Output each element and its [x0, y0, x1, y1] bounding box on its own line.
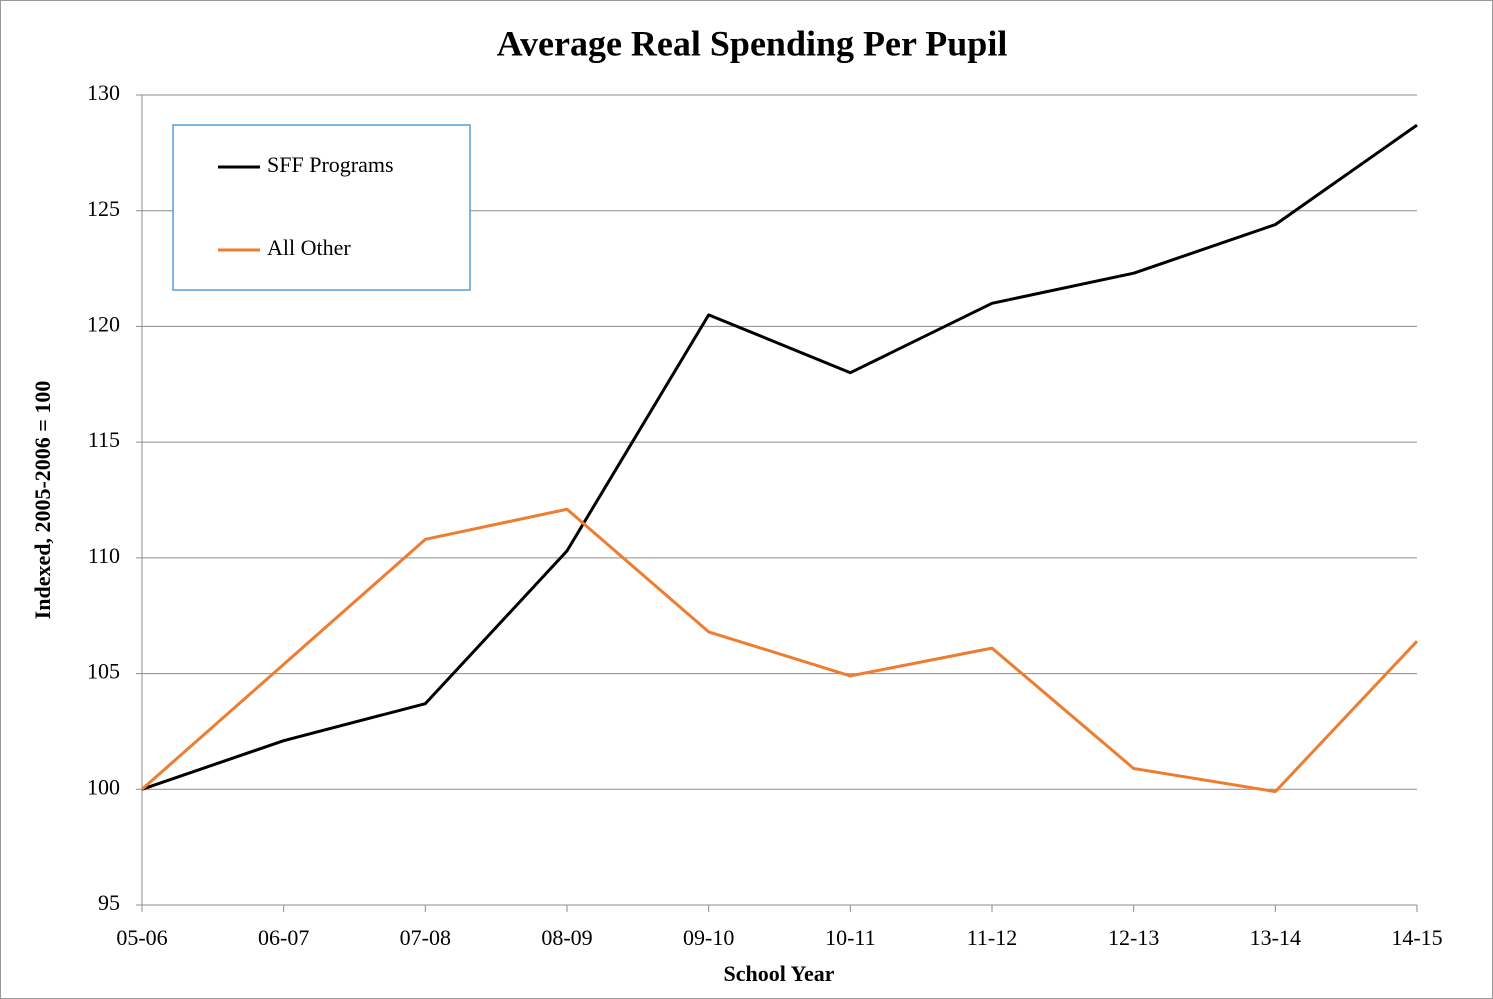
- y-tick-label: 95: [98, 890, 120, 915]
- chart-title: Average Real Spending Per Pupil: [497, 23, 1008, 63]
- x-tick-label: 10-11: [825, 925, 876, 950]
- legend-box: [172, 124, 471, 291]
- x-tick-label: 12-13: [1108, 925, 1159, 950]
- x-tick-label: 08-09: [541, 925, 592, 950]
- y-tick-label: 125: [87, 196, 120, 221]
- x-tick-label: 05-06: [116, 925, 167, 950]
- x-tick-label: 13-14: [1250, 925, 1301, 950]
- series-line: [141, 123, 1418, 791]
- y-tick-label: 105: [87, 659, 120, 684]
- y-tick-label: 130: [87, 80, 120, 105]
- x-tick-label: 06-07: [258, 925, 309, 950]
- x-axis-title: School Year: [723, 961, 834, 986]
- legend-label: All Other: [267, 235, 351, 260]
- x-tick-label: 11-12: [967, 925, 1018, 950]
- y-tick-label: 120: [87, 311, 120, 336]
- y-tick-label: 110: [88, 543, 120, 568]
- legend-label: SFF Programs: [267, 152, 394, 177]
- y-axis-title: Indexed, 2005-2006 = 100: [30, 381, 55, 620]
- x-tick-label: 14-15: [1391, 925, 1442, 950]
- x-tick-label: 07-08: [400, 925, 451, 950]
- y-tick-label: 100: [87, 774, 120, 799]
- y-tick-label: 115: [88, 427, 120, 452]
- series-line: [141, 507, 1419, 794]
- x-tick-label: 09-10: [683, 925, 734, 950]
